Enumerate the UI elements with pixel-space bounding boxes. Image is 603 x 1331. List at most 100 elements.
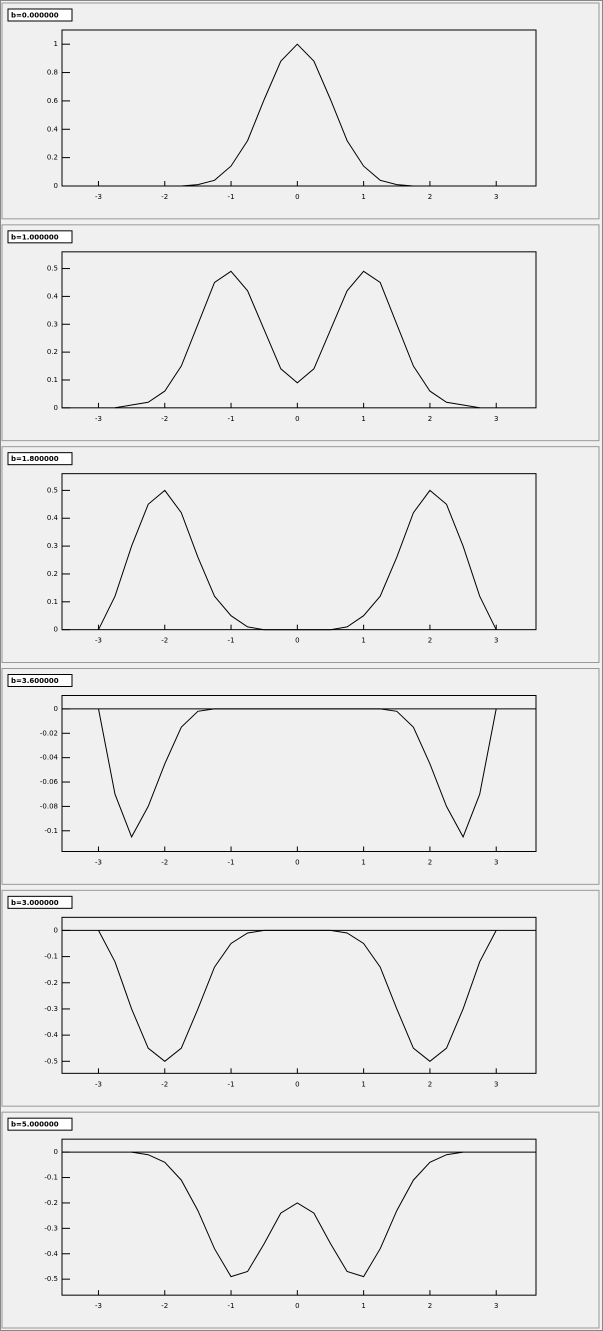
x-tick-label: -1 (228, 1080, 235, 1088)
y-tick-label: 0 (54, 705, 58, 713)
y-tick-label: 0.1 (47, 598, 58, 606)
x-tick-label: 1 (361, 415, 365, 423)
curve (131, 1151, 464, 1278)
y-tick-label: 0.3 (47, 320, 58, 328)
frame (61, 1138, 537, 1296)
frame (61, 251, 537, 409)
frame (61, 473, 537, 631)
x-tick-label: 3 (494, 1080, 498, 1088)
x-tick-label: -2 (161, 637, 168, 645)
x-tick-label: 3 (494, 637, 498, 645)
title-box (7, 674, 73, 687)
x-tick-label: -1 (228, 193, 235, 201)
frame (61, 29, 537, 187)
y-tick-label: 0.3 (47, 542, 58, 550)
y-tick-label: -0.1 (44, 827, 58, 835)
x-tick-label: 2 (428, 637, 432, 645)
x-tick-label: -1 (228, 637, 235, 645)
x-tick-label: -2 (161, 859, 168, 867)
x-tick-label: 3 (494, 193, 498, 201)
y-tick-label: -0.5 (44, 1057, 58, 1065)
x-tick-label: -2 (161, 1080, 168, 1088)
y-tick-label: 0.5 (47, 486, 58, 494)
x-tick-label: 3 (494, 859, 498, 867)
curve (98, 489, 497, 631)
x-tick-label: 0 (295, 1080, 299, 1088)
x-tick-label: -2 (161, 1302, 168, 1310)
y-tick-label: 0.4 (47, 125, 59, 133)
pad-title: b=5.000000 (11, 1121, 59, 1129)
pad-title: b=1.000000 (11, 233, 59, 241)
y-tick-label: 0 (54, 1148, 58, 1156)
curve (181, 43, 414, 187)
y-tick-label: -0.04 (40, 754, 59, 762)
x-tick-label: -3 (95, 1080, 102, 1088)
x-tick-label: 0 (295, 415, 299, 423)
x-tick-label: -3 (95, 193, 102, 201)
x-tick-label: 1 (361, 1302, 365, 1310)
title-box (7, 230, 73, 244)
x-tick-label: 0 (295, 193, 299, 201)
curve (98, 708, 497, 839)
x-tick-label: 1 (361, 1080, 365, 1088)
y-tick-label: 0.5 (47, 265, 58, 273)
x-tick-label: 0 (295, 859, 299, 867)
x-tick-label: -3 (95, 415, 102, 423)
y-tick-label: 0.1 (47, 376, 58, 384)
x-tick-label: -3 (95, 637, 102, 645)
pad-title: b=3.600000 (11, 677, 59, 685)
y-tick-label: 0.6 (47, 97, 59, 105)
y-tick-label: -0.5 (44, 1275, 58, 1283)
y-tick-label: 0 (54, 404, 58, 412)
x-tick-label: 2 (428, 193, 432, 201)
y-tick-label: 0.4 (47, 514, 59, 522)
y-tick-label: -0.4 (44, 1250, 58, 1258)
y-tick-label: 0.2 (47, 348, 58, 356)
frame (61, 695, 537, 852)
pad-title: b=0.000000 (11, 12, 59, 20)
y-tick-label: -0.1 (44, 953, 58, 961)
x-tick-label: -1 (228, 415, 235, 423)
curve (98, 929, 497, 1062)
y-tick-label: 0.8 (47, 69, 58, 77)
x-tick-label: 1 (361, 637, 365, 645)
curve (114, 270, 480, 409)
title-box (7, 452, 73, 466)
y-tick-label: -0.06 (40, 778, 59, 786)
x-tick-label: 1 (361, 859, 365, 867)
x-tick-label: -3 (95, 1302, 102, 1310)
x-tick-label: 2 (428, 1302, 432, 1310)
y-tick-label: -0.4 (44, 1031, 58, 1039)
y-tick-label: 0 (54, 626, 58, 634)
y-tick-label: 0.2 (47, 154, 58, 162)
y-tick-label: 0 (54, 926, 58, 934)
x-tick-label: -1 (228, 1302, 235, 1310)
y-tick-label: 0.2 (47, 570, 58, 578)
x-tick-label: 2 (428, 1080, 432, 1088)
x-tick-label: 3 (494, 1302, 498, 1310)
pad-title: b=1.800000 (11, 455, 59, 463)
title-box (7, 1117, 73, 1131)
y-tick-label: -0.1 (44, 1174, 58, 1182)
pad-title: b=3.000000 (11, 899, 59, 907)
x-tick-label: 0 (295, 1302, 299, 1310)
y-tick-label: 0 (54, 182, 58, 190)
title-box (7, 8, 73, 22)
y-tick-label: -0.08 (40, 802, 58, 810)
x-tick-label: -2 (161, 193, 168, 201)
x-tick-label: 1 (361, 193, 365, 201)
y-tick-label: -0.02 (40, 729, 58, 737)
x-tick-label: -3 (95, 859, 102, 867)
x-tick-label: -2 (161, 415, 168, 423)
frame (61, 916, 537, 1074)
y-tick-label: -0.2 (44, 1199, 58, 1207)
x-tick-label: 2 (428, 415, 432, 423)
x-tick-label: 2 (428, 859, 432, 867)
title-box (7, 895, 73, 909)
y-tick-label: -0.3 (44, 1005, 58, 1013)
y-tick-label: -0.3 (44, 1224, 58, 1232)
y-tick-label: 0.4 (47, 292, 59, 300)
x-tick-label: 3 (494, 415, 498, 423)
x-tick-label: 0 (295, 637, 299, 645)
